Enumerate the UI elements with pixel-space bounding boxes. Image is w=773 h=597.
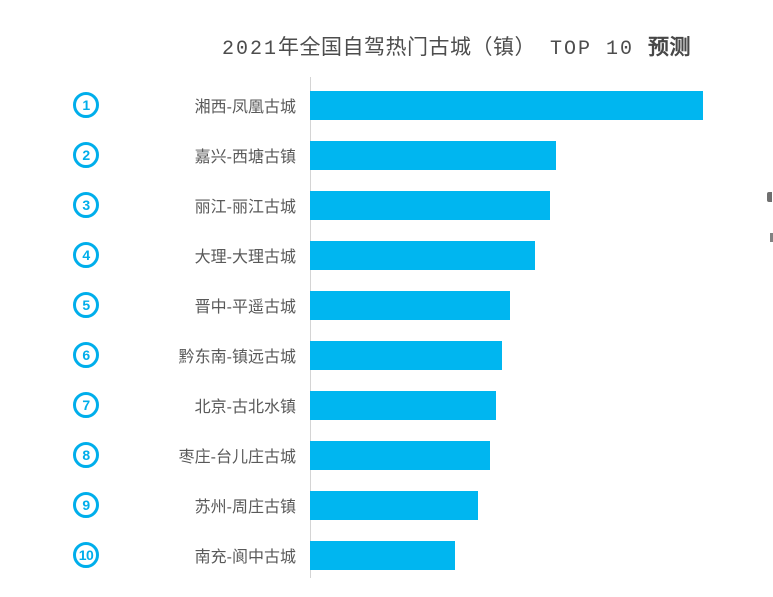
bar-chart-rows: 1 湘西-凤凰古城 2 嘉兴-西塘古镇 3 丽江-丽江古城 4 大理-大理古城 … [0,80,773,580]
title-top10: TOP 10 [536,38,649,61]
category-label: 湘西-凤凰古城 [194,99,296,116]
rank-number: 9 [82,497,90,513]
category-label: 黔东南-镇远古城 [178,349,296,366]
chart-title: 2021年全国自驾热门古城（镇） TOP 10 预测 [140,31,773,61]
category-label: 苏州-周庄古镇 [194,499,296,516]
rank-badge: 4 [73,242,99,268]
chart-row: 3 丽江-丽江古城 [0,180,773,230]
category-label: 大理-大理古城 [194,249,296,266]
value-axis-line [310,77,311,578]
category-label: 北京-古北水镇 [194,399,296,416]
category-label: 晋中-平遥古城 [194,299,296,316]
chart-row: 6 黔东南-镇远古城 [0,330,773,380]
bar [310,490,478,520]
bar [310,290,510,320]
bar [310,440,490,470]
chart-row: 8 枣庄-台儿庄古城 [0,430,773,480]
rank-number: 10 [78,547,94,563]
rank-badge: 6 [73,342,99,368]
chart-row: 9 苏州-周庄古镇 [0,480,773,530]
rank-badge: 8 [73,442,99,468]
bar [310,340,502,370]
rank-number: 8 [82,447,90,463]
bar [310,390,496,420]
rank-number: 1 [82,97,90,113]
chart-row: 1 湘西-凤凰古城 [0,80,773,130]
chart-row: 7 北京-古北水镇 [0,380,773,430]
rank-badge: 7 [73,392,99,418]
rank-badge: 3 [73,192,99,218]
rank-badge: 2 [73,142,99,168]
rank-badge: 9 [73,492,99,518]
title-year: 2021 [221,38,278,61]
bar [310,140,556,170]
title-cn-main: 年全国自驾热门古城（镇） [278,36,536,59]
category-label: 嘉兴-西塘古镇 [194,149,296,166]
category-label: 枣庄-台儿庄古城 [178,449,296,466]
category-label: 南充-阆中古城 [194,549,296,566]
chart-row: 2 嘉兴-西塘古镇 [0,130,773,180]
rank-number: 3 [82,197,90,213]
chart-row: 4 大理-大理古城 [0,230,773,280]
rank-badge: 1 [73,92,99,118]
rank-number: 6 [82,347,90,363]
rank-number: 4 [82,247,90,263]
rank-badge: 10 [73,542,99,568]
chart-row: 10 南充-阆中古城 [0,530,773,580]
category-label: 丽江-丽江古城 [194,199,296,216]
chart-row: 5 晋中-平遥古城 [0,280,773,330]
rank-badge: 5 [73,292,99,318]
bar [310,240,535,270]
bar [310,90,703,120]
bar [310,190,550,220]
rank-number: 2 [82,147,90,163]
clipped-edge-fragment-icon [767,192,772,202]
rank-number: 7 [82,397,90,413]
bar [310,540,455,570]
rank-number: 5 [82,297,90,313]
clipped-edge-fragment-icon [770,233,773,242]
title-cn-suffix: 预测 [648,36,692,59]
